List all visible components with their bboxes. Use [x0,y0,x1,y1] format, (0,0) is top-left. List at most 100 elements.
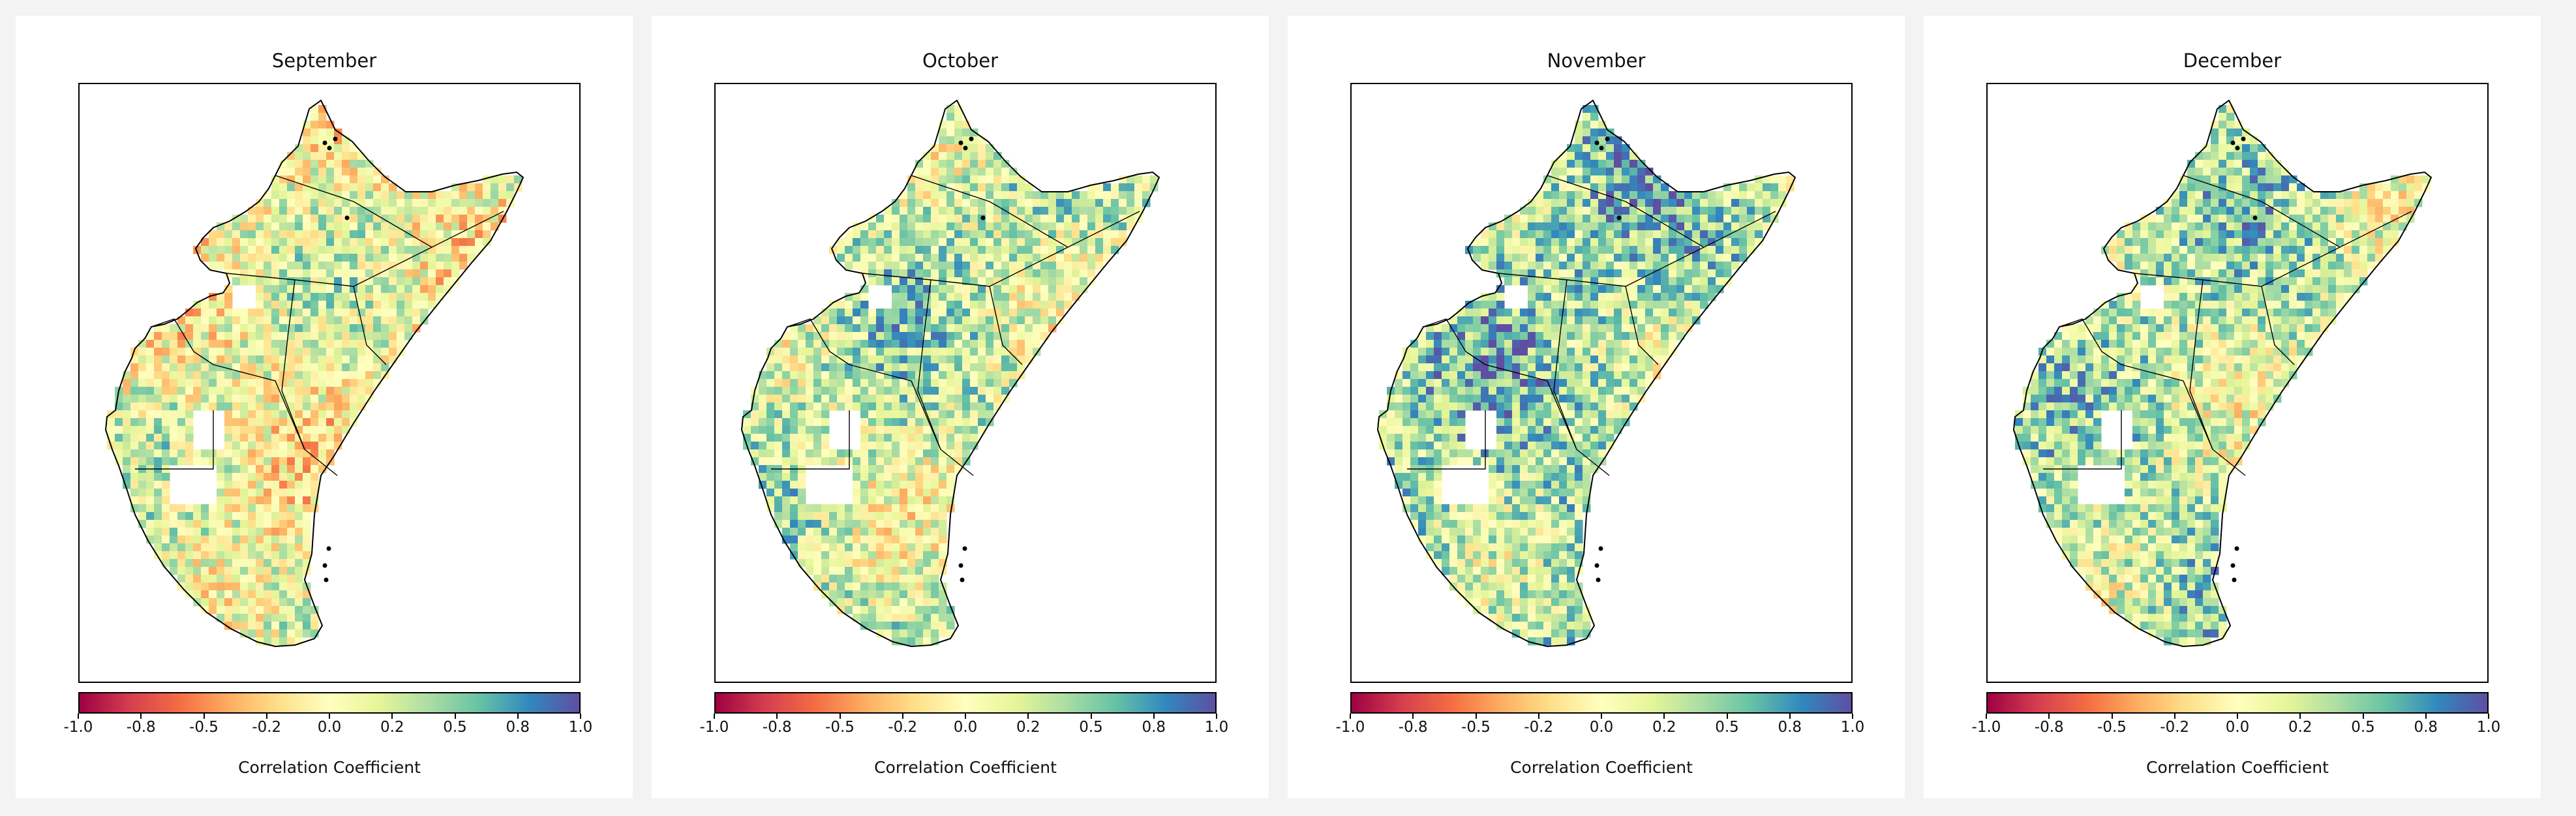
correlation-cell [209,543,217,552]
correlation-cell [318,262,327,270]
correlation-cell [1606,340,1614,348]
correlation-cell [271,457,280,466]
panel-september: September -1.0 -0.8 -0.5 -0.2 0.0 0.2 0.5 0.8 1.… [16,16,633,798]
correlation-cell [1700,269,1708,278]
correlation-cell [907,567,916,575]
correlation-cell [970,183,978,192]
correlation-cell [939,473,947,481]
correlation-cell [1009,183,1018,192]
correlation-cell [790,371,798,380]
correlation-cell [1598,254,1607,262]
correlation-cell [162,551,170,560]
correlation-cell [248,606,256,614]
correlation-cell [790,410,798,419]
correlation-cell [138,496,147,505]
correlation-cell [1598,387,1607,395]
correlation-cell [884,277,892,286]
correlation-cell [1465,504,1474,513]
correlation-cell [420,285,429,294]
correlation-cell [342,191,350,200]
correlation-cell [954,254,963,262]
correlation-cell [931,191,939,200]
correlation-cell [1489,332,1497,340]
correlation-cell [993,175,1002,184]
correlation-cell [264,528,272,536]
correlation-cell [860,496,869,505]
correlation-cell [1575,473,1583,481]
correlation-cell [185,449,194,458]
correlation-cell [1402,442,1411,450]
correlation-cell [397,230,405,239]
correlation-cell [170,410,178,419]
correlation-cell [483,191,491,200]
correlation-cell [1512,426,1521,434]
correlation-cell [334,324,342,333]
correlation-cell [248,277,256,286]
correlation-cell [954,113,963,121]
country-border [787,318,850,365]
correlation-cell [1512,465,1521,474]
correlation-cell [256,285,264,294]
correlation-cell [389,269,397,278]
correlation-cell [1575,168,1583,176]
correlation-cell [790,355,798,364]
correlation-cell [1457,434,1466,442]
correlation-cell [1512,418,1521,427]
correlation-cell [1536,285,1544,294]
correlation-cell [907,348,916,356]
colorbar-tick-label: 0.2 [380,719,404,736]
correlation-cell [1669,324,1677,333]
correlation-cell [821,355,830,364]
correlation-cell [774,371,783,380]
correlation-cell [931,582,939,591]
correlation-cell [342,309,350,317]
correlation-cell [837,332,845,340]
correlation-cell [154,348,162,356]
correlation-cell [939,496,947,505]
correlation-cell [845,551,853,560]
correlation-cells [107,105,523,646]
correlation-cell [264,481,272,489]
correlation-cell [1559,152,1568,160]
correlation-cell [1001,238,1010,247]
correlation-cell [1684,262,1693,270]
correlation-cell [907,629,916,638]
correlation-cell [162,355,170,364]
correlation-cell [146,449,155,458]
correlation-cell [1684,293,1693,301]
correlation-cell [1653,191,1661,200]
correlation-cell [295,301,303,309]
correlation-cell [1520,254,1528,262]
correlation-cell [1567,301,1575,309]
correlation-cell [1017,262,1025,270]
correlation-cell [853,449,861,458]
correlation-cell [868,614,877,622]
correlation-cell [782,395,791,403]
correlation-cell [798,473,806,481]
correlation-cell [240,504,249,513]
correlation-cell [900,215,908,223]
correlation-cell [201,520,209,528]
correlation-cell [1559,168,1568,176]
correlation-cell [318,449,327,458]
correlation-cell [209,246,217,254]
correlation-cell [373,301,382,309]
correlation-cell [264,254,272,262]
correlation-cell [1622,277,1630,286]
correlation-cell [1700,262,1708,270]
correlation-cell [1473,559,1481,567]
correlation-cell [915,222,924,231]
correlation-cell [923,457,932,466]
correlation-cell [271,426,280,434]
correlation-cell [1442,363,1450,372]
correlation-cell [978,222,986,231]
correlation-cell [1489,473,1497,481]
correlation-cell [1637,363,1646,372]
correlation-cell [397,301,405,309]
correlation-cell [1567,536,1575,544]
correlation-cell [1536,598,1544,607]
correlation-cell [311,269,319,278]
correlation-cell [1418,332,1427,340]
correlation-cell [1504,489,1513,497]
correlation-cell [1080,246,1088,254]
